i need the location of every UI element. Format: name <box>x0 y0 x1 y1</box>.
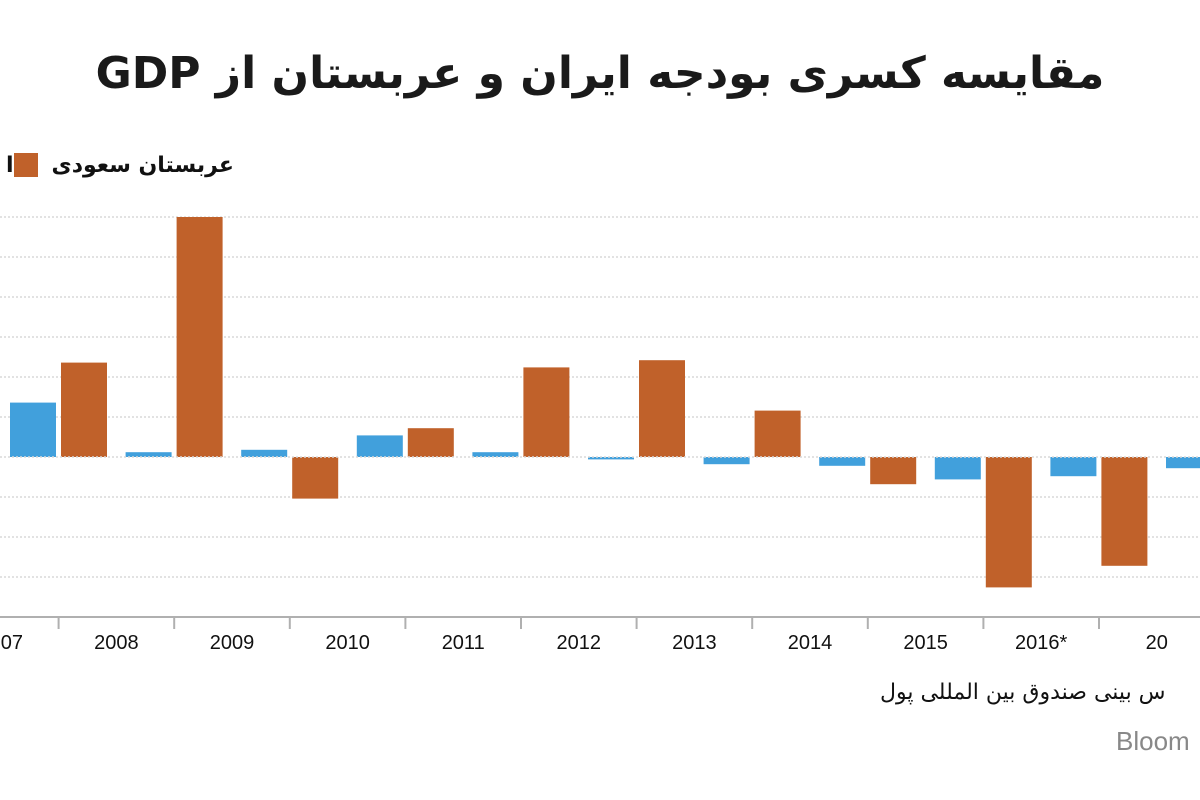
bar-saudi-2013 <box>754 410 801 457</box>
bar-saudi-2016* <box>1101 457 1148 566</box>
x-tick-label: 20 <box>1146 632 1168 654</box>
bar-iran-2007 <box>10 402 56 457</box>
bar-iran-2011 <box>472 452 519 457</box>
bar-saudi-2012 <box>639 360 685 457</box>
bar-saudi-2007 <box>61 362 107 457</box>
bar-saudi-2011 <box>523 367 570 457</box>
chart-title: مقایسه کسری بودجه ایران و عربستان از GDP <box>95 48 1105 99</box>
bar-iran-2015 <box>934 457 981 480</box>
bar-saudi-2008 <box>176 217 223 457</box>
x-tick-label: 2012 <box>557 632 602 654</box>
legend-label-iran: ا <box>6 152 14 178</box>
x-tick-label: 2009 <box>210 632 255 654</box>
legend-label-saudi: عربستان سعودی <box>51 152 234 178</box>
brand-logo: Bloom <box>1116 726 1190 756</box>
legend-item-saudi: عربستان سعودی <box>13 152 244 178</box>
x-tick-label: 2010 <box>325 632 370 654</box>
bar-saudi-2009 <box>292 457 339 499</box>
bar-iran-2014 <box>819 457 866 466</box>
bar-iran-2010 <box>356 435 403 457</box>
legend-swatch-saudi <box>13 153 38 177</box>
legend: عربستان سعودی ا <box>0 148 244 182</box>
bar-iran-2012 <box>588 457 634 460</box>
bar-saudi-2010 <box>407 428 454 457</box>
bar-iran-2013 <box>703 457 750 465</box>
x-tick-label: 2011 <box>442 632 485 654</box>
x-tick-label: 2013 <box>672 632 717 654</box>
bar-iran-20 <box>1166 457 1200 469</box>
x-tick-label: 2014 <box>788 632 833 654</box>
x-tick-label: 2015 <box>903 632 948 654</box>
source-note: س بینی صندوق بین المللی پول <box>880 680 1166 705</box>
x-tick-label: 2016* <box>1015 632 1067 654</box>
bar-iran-2009 <box>241 449 288 457</box>
bar-saudi-2015 <box>985 457 1032 588</box>
x-tick-label: 2007 <box>0 632 23 654</box>
bar-iran-2008 <box>125 452 172 457</box>
legend-item-iran: ا <box>0 153 14 178</box>
bar-saudi-2014 <box>870 457 917 485</box>
x-tick-label: 2008 <box>94 632 139 654</box>
bar-iran-2016* <box>1050 457 1097 477</box>
